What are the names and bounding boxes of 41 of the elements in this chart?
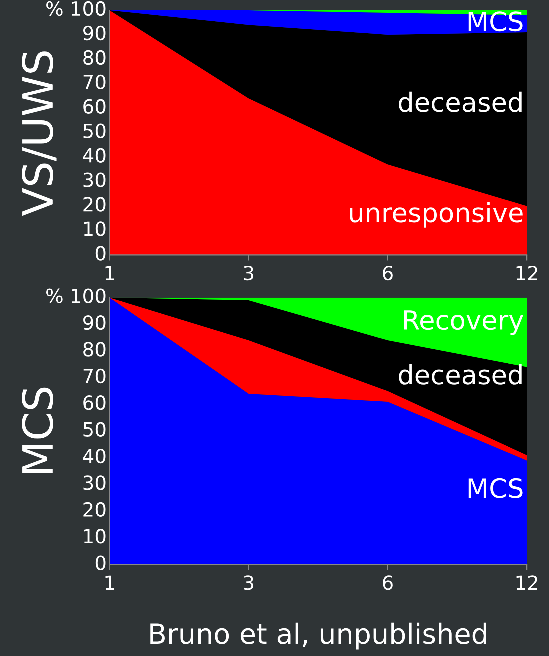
y-tick-label: 80 [84, 342, 106, 357]
y-tick-label: 70 [84, 368, 106, 384]
y-tick-label: 100 [72, 288, 106, 304]
x-tick-label: 6 [383, 576, 393, 590]
y-tick-label: 0 [96, 246, 106, 261]
y-tick-label: 80 [84, 50, 106, 66]
y-axis-title: VS/UWS [22, 52, 57, 216]
y-tick-label: 90 [84, 26, 106, 41]
series-label: Recovery [404, 310, 524, 336]
y-tick-label: 0 [96, 556, 106, 570]
y-tick-label: 60 [84, 99, 106, 114]
y-tick-label: 60 [84, 396, 106, 410]
series-label: deceased [399, 364, 522, 385]
y-tick-label: 90 [84, 315, 106, 330]
y-tick-label: 30 [84, 172, 106, 188]
text: Bruno et al, unpublished [150, 622, 486, 650]
series-label: unresponsive [350, 202, 523, 228]
y-tick-label: 70 [84, 74, 106, 90]
series-label: deceased [399, 92, 522, 112]
y-tick-label: 40 [83, 448, 106, 464]
series-label: MCS [468, 12, 523, 32]
series-label: MCS [468, 478, 523, 498]
x-tick-label: 3 [244, 576, 254, 590]
x-tick-label: 3 [244, 266, 254, 281]
y-tick-label: 50 [84, 422, 106, 437]
x-tick-label: 12 [516, 266, 538, 280]
y-tick-label: 20 [84, 197, 106, 212]
text: % [46, 288, 63, 304]
y-tick-label: 10 [84, 222, 106, 236]
text: % [46, 1, 63, 16]
y-tick-label: 20 [84, 502, 106, 518]
y-tick-label: 30 [84, 476, 106, 490]
x-tick-label: 6 [383, 266, 393, 281]
y-tick-label: 40 [83, 148, 106, 163]
y-tick-label: 100 [72, 1, 106, 16]
y-axis-title: MCS [22, 388, 54, 473]
x-tick-label: 1 [106, 266, 114, 280]
y-tick-label: 50 [84, 124, 106, 138]
x-tick-label: 1 [106, 576, 114, 590]
y-tick-label: 10 [84, 529, 106, 544]
x-tick-label: 12 [516, 576, 538, 590]
